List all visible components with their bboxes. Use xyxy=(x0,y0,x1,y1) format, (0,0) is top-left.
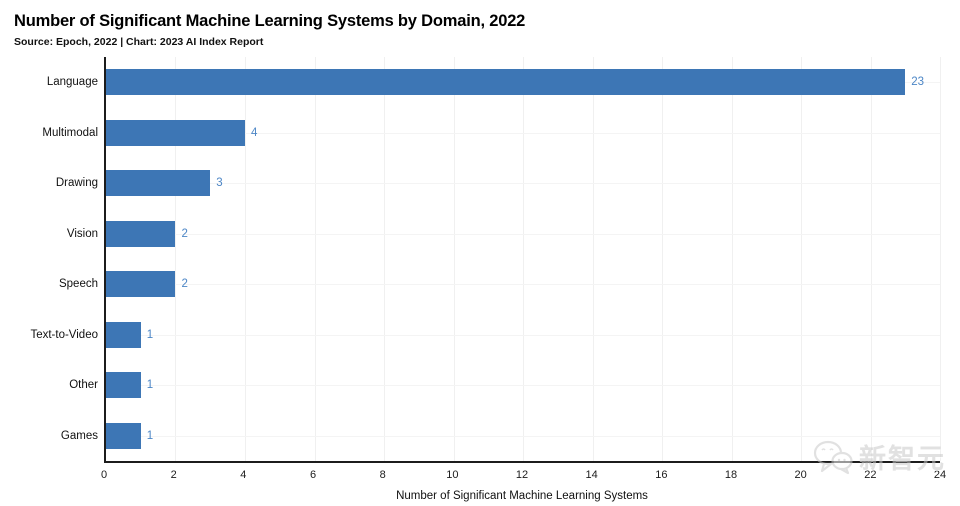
bar xyxy=(106,321,141,348)
gridline xyxy=(383,57,385,461)
tick-label: 12 xyxy=(515,469,529,481)
tick-label: 2 xyxy=(170,469,177,481)
tick-label: 4 xyxy=(240,469,247,481)
category-label: Other xyxy=(69,379,98,392)
plot-area: Language 23 Multimodal 4 Drawing 3 Vision 2 Spee… xyxy=(30,57,941,463)
category-label: Language xyxy=(46,76,98,89)
category-label: Text-to-Video xyxy=(30,328,98,341)
bar-row: Text-to-Video 1 xyxy=(30,310,940,361)
tick-label: 6 xyxy=(309,469,317,481)
value-label: 1 xyxy=(146,328,154,341)
category-label: Games xyxy=(60,429,98,442)
bar xyxy=(106,271,176,298)
bar xyxy=(106,119,245,146)
bar xyxy=(106,220,176,247)
value-label: 2 xyxy=(181,227,188,240)
tick-label: 24 xyxy=(933,469,947,481)
bar-row: Drawing 3 xyxy=(56,158,940,209)
category-label: Speech xyxy=(58,278,98,291)
tick-label: 8 xyxy=(379,469,386,481)
bar-rows: Language 23 Multimodal 4 Drawing 3 Vision 2 Spee… xyxy=(30,57,940,462)
tick-label: 10 xyxy=(446,469,459,481)
gridline xyxy=(592,57,594,461)
gridline xyxy=(870,57,872,461)
tick-label: 18 xyxy=(724,469,738,481)
category-label: Multimodal xyxy=(42,126,98,139)
value-label: 4 xyxy=(250,126,258,139)
bar xyxy=(106,372,141,399)
value-label: 2 xyxy=(181,278,188,291)
gridline xyxy=(314,57,316,461)
bar-row: Multimodal 4 xyxy=(42,108,940,159)
gridline xyxy=(244,57,246,461)
x-axis-label: Number of Significant Machine Learning S… xyxy=(396,490,648,502)
bar-row: Vision 2 xyxy=(67,209,940,260)
chart-title: Number of Significant Machine Learning S… xyxy=(14,12,526,30)
bar-row: Games 1 xyxy=(61,411,940,462)
category-label: Vision xyxy=(66,227,98,240)
bar-row: Language 23 xyxy=(47,57,940,108)
x-axis-ticks: 0 2 4 6 8 10 12 14 16 18 20 22 24 xyxy=(100,469,946,483)
gridline xyxy=(453,57,455,461)
gridline xyxy=(523,57,524,461)
tick-label: 14 xyxy=(585,469,598,481)
chart-subtitle: Source: Epoch, 2022 | Chart: 2023 AI Ind… xyxy=(14,36,264,48)
bar xyxy=(106,170,211,197)
bar xyxy=(106,69,906,96)
bar-row: Other 1 xyxy=(69,360,940,411)
gridline xyxy=(940,57,941,461)
bar xyxy=(106,422,141,449)
value-label: 3 xyxy=(216,177,223,190)
category-label: Drawing xyxy=(55,177,98,190)
value-label: 1 xyxy=(146,429,154,442)
gridline xyxy=(731,57,733,461)
tick-label: 22 xyxy=(864,469,877,481)
value-label: 1 xyxy=(146,379,154,392)
tick-label: 16 xyxy=(655,469,668,481)
tick-label: 20 xyxy=(794,469,807,481)
gridline xyxy=(175,57,177,461)
gridline xyxy=(801,57,802,461)
tick-label: 0 xyxy=(100,469,108,481)
value-label: 23 xyxy=(911,76,925,89)
bar-row: Speech 2 xyxy=(59,259,940,310)
gridline xyxy=(661,57,663,461)
